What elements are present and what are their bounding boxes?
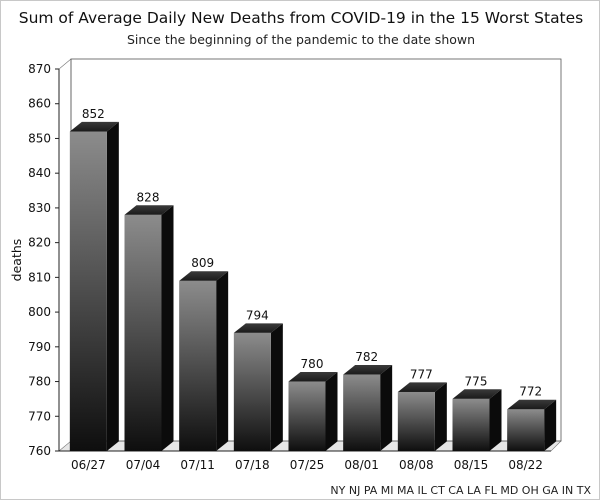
chart-title: Sum of Average Daily New Deaths from COV… xyxy=(18,9,584,27)
bar xyxy=(179,271,229,451)
x-tick-label: 07/04 xyxy=(126,458,161,472)
states-footnote: NY NJ PA MI MA IL CT CA LA FL MD OH GA I… xyxy=(330,484,591,497)
x-tick-label: 06/27 xyxy=(71,458,106,472)
y-tick-label: 850 xyxy=(28,131,51,145)
y-tick-label: 820 xyxy=(28,236,51,250)
x-tick-label: 07/25 xyxy=(290,458,325,472)
bar-side xyxy=(434,382,447,451)
bar-top xyxy=(452,389,502,399)
bar-side xyxy=(161,205,174,451)
bar-front xyxy=(397,391,435,451)
x-tick-label: 08/22 xyxy=(508,458,543,472)
bar-side xyxy=(325,371,338,451)
x-tick-label: 08/15 xyxy=(454,458,489,472)
y-tick-label: 790 xyxy=(28,340,51,354)
y-axis-label: deaths xyxy=(9,239,24,282)
bar-side xyxy=(216,271,229,451)
bar-front xyxy=(288,381,326,451)
bar xyxy=(69,121,119,451)
x-tick-label: 08/01 xyxy=(344,458,379,472)
y-tick-label: 760 xyxy=(28,444,51,458)
bar-data-label: 782 xyxy=(355,350,378,364)
bar-top xyxy=(288,371,338,382)
bar-top xyxy=(179,271,229,281)
x-tick-label: 07/11 xyxy=(180,458,215,472)
bar-data-label: 794 xyxy=(246,308,269,322)
bar-front xyxy=(124,214,162,451)
bar-side xyxy=(489,389,502,451)
bar xyxy=(124,205,174,451)
bar-front xyxy=(507,409,545,451)
bar xyxy=(397,382,447,451)
bar-side xyxy=(106,121,119,451)
bar-front xyxy=(69,131,107,451)
bar-front xyxy=(233,332,271,451)
bars: 852 828 809 794 780 782 777 775 772 xyxy=(69,107,557,451)
bar-data-label: 809 xyxy=(191,256,214,270)
bar-data-label: 828 xyxy=(137,190,160,204)
y-tick-label: 770 xyxy=(28,409,51,423)
bar-top xyxy=(124,205,174,215)
bar-top xyxy=(69,121,119,132)
y-tick-label: 870 xyxy=(28,62,51,76)
bar-data-label: 772 xyxy=(519,385,542,399)
chart-subtitle: Since the beginning of the pandemic to t… xyxy=(126,32,476,47)
bar-top xyxy=(343,365,393,375)
y-tick-label: 810 xyxy=(28,270,51,284)
x-tick-label: 08/08 xyxy=(399,458,434,472)
y-tick-label: 840 xyxy=(28,166,51,180)
bar xyxy=(233,323,283,451)
bar-top xyxy=(507,399,557,410)
bar xyxy=(507,399,557,451)
y-tick-label: 830 xyxy=(28,201,51,215)
bar xyxy=(288,371,338,451)
x-axis-ticks: 06/27 07/04 07/11 07/18 07/25 08/01 08/08 08/15… xyxy=(71,458,543,472)
y-tick-label: 800 xyxy=(28,305,51,319)
bar-side xyxy=(270,323,283,451)
x-tick-label: 07/18 xyxy=(235,458,270,472)
bar-front xyxy=(179,280,217,451)
bar-front xyxy=(452,398,490,451)
bar-data-label: 775 xyxy=(465,374,488,388)
y-axis-ticks: 760 770 780 790 800 810 820 830 840 850 860 870 xyxy=(28,62,59,458)
bar-side xyxy=(380,365,393,451)
bar xyxy=(343,365,393,451)
bar-data-label: 852 xyxy=(82,107,105,121)
bar xyxy=(452,389,502,451)
bar-side xyxy=(544,399,557,451)
bar-top xyxy=(233,323,283,333)
bar-data-label: 780 xyxy=(301,357,324,371)
bar-data-label: 777 xyxy=(410,367,433,381)
y-tick-label: 860 xyxy=(28,97,51,111)
bar-top xyxy=(397,382,447,392)
bar-front xyxy=(343,374,381,451)
y-tick-label: 780 xyxy=(28,375,51,389)
